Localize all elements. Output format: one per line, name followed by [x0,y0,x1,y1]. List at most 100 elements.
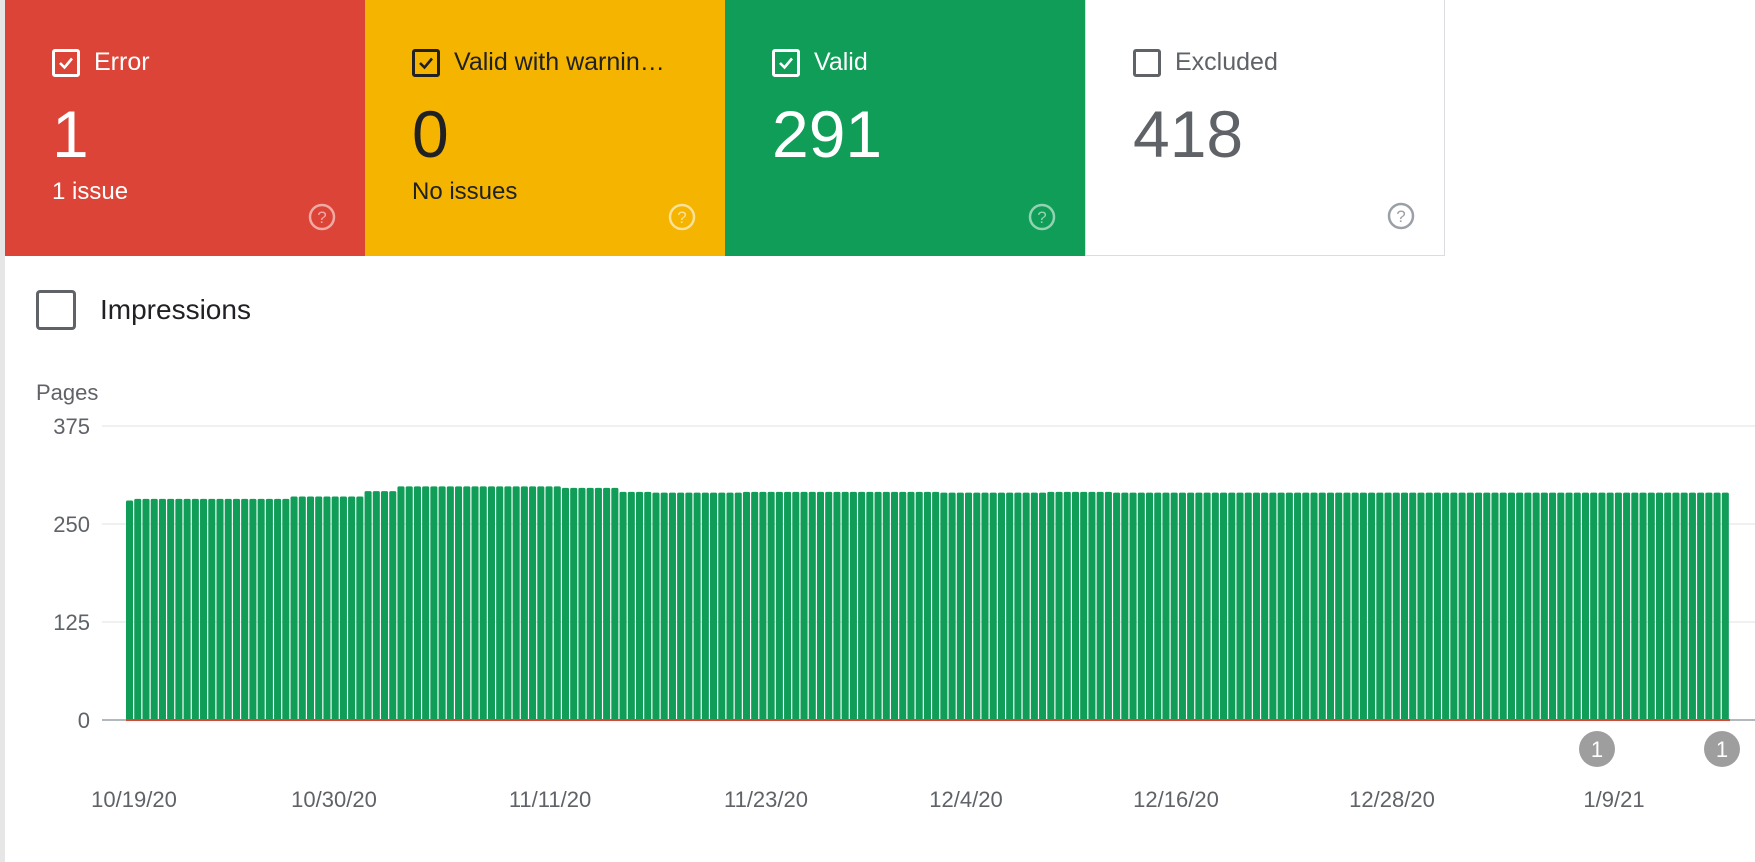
bar-valid [126,500,134,720]
bar-valid [1458,492,1466,720]
bar-valid [1277,492,1285,720]
help-icon[interactable]: ? [667,202,697,232]
bar-valid [693,492,701,720]
status-cards: Error 1 1 issue ? Valid with warnin… 0 N… [5,0,1445,256]
bar-valid [1088,491,1096,720]
bar-valid [1187,492,1195,720]
bar-valid [989,492,997,720]
bar-valid [405,486,413,720]
bar-valid [1664,492,1672,720]
y-tick-label: 375 [53,414,90,439]
bar-valid [1409,492,1417,720]
bar-valid [422,486,430,720]
bar-valid [339,496,347,720]
warning-card[interactable]: Valid with warnin… 0 No issues ? [365,0,725,256]
bar-valid [1236,492,1244,720]
bar-valid [923,491,931,720]
left-divider [0,0,5,862]
bar-valid [1581,492,1590,720]
bar-valid [833,491,841,720]
bar-valid [767,491,775,720]
y-tick-label: 125 [53,610,90,635]
excluded-card[interactable]: Excluded 418 ? [1085,0,1445,256]
bar-valid [553,486,561,720]
bar-valid [331,496,339,720]
svg-text:?: ? [1396,207,1405,226]
error-card[interactable]: Error 1 1 issue ? [5,0,365,256]
bar-valid [652,492,660,720]
help-icon[interactable]: ? [1027,202,1057,232]
bar-valid [965,492,973,720]
bar-valid [1400,492,1409,720]
error-count: 1 [52,97,89,171]
bar-valid [866,491,874,720]
bar-valid [364,491,372,720]
bar-valid [578,487,586,720]
x-tick-label: 12/28/20 [1349,787,1435,812]
bar-valid [191,498,199,720]
bar-valid [306,496,315,720]
bar-valid [561,487,570,720]
bar-valid [1417,492,1425,720]
bar-valid [940,492,948,720]
bar-valid [816,491,825,720]
bar-valid [1096,491,1104,720]
bar-valid [1549,492,1557,720]
bar-valid [1047,491,1055,720]
bar-valid [718,492,726,720]
bar-valid [677,492,685,720]
bar-valid [1507,492,1515,720]
bar-valid [545,486,553,720]
error-card-header: Error [52,48,150,77]
bar-valid [890,491,899,720]
bar-valid [167,498,175,720]
bar-valid [619,491,627,720]
pages-bar-chart: 0 125 250 375 10/19/20 10/30/20 11/11/20 11/23/… [53,414,1755,812]
bar-valid [1516,492,1524,720]
impressions-toggle[interactable]: Impressions [36,290,251,330]
checkbox-checked-icon[interactable] [772,48,800,77]
help-icon[interactable]: ? [307,202,337,232]
bar-valid [1384,492,1392,720]
bar-error [126,719,1730,721]
bar-valid [430,486,438,720]
y-tick-label: 250 [53,512,90,537]
annotation-marker [1579,731,1615,767]
svg-text:?: ? [677,208,686,227]
bar-valid [1318,492,1326,720]
valid-card[interactable]: Valid 291 ? [725,0,1085,256]
bar-valid [981,492,989,720]
bar-valid [290,496,298,720]
bar-valid [520,486,528,720]
bar-valid [1030,492,1038,720]
impressions-checkbox[interactable] [36,290,76,330]
warning-issues-text: No issues [412,178,518,205]
bar-valid [496,486,504,720]
bar-valid [257,498,265,720]
checkbox-checked-icon[interactable] [412,48,440,77]
bar-valid [1483,492,1491,720]
excluded-card-label: Excluded [1175,48,1278,76]
bar-valid [529,486,537,720]
bar-valid [463,486,471,720]
bar-valid [1310,492,1318,720]
checkbox-checked-icon[interactable] [52,48,80,77]
bar-valid [611,487,619,720]
bar-valid [1145,492,1154,720]
bar-valid [216,498,224,720]
warning-card-header: Valid with warnin… [412,48,665,77]
help-icon[interactable]: ? [1386,201,1416,231]
bar-valid [775,491,783,720]
bar-valid [742,491,750,720]
bar-valid [792,491,800,720]
bar-valid [1252,492,1260,720]
bar-valid [471,486,479,720]
bar-valid [858,491,866,720]
bar-valid [1680,492,1688,720]
bar-valid [397,486,405,720]
bar-valid [1137,492,1145,720]
bar-valid [627,491,635,720]
checkbox-unchecked-icon[interactable] [1133,48,1161,77]
valid-count: 291 [772,97,883,171]
bar-valid [487,486,496,720]
